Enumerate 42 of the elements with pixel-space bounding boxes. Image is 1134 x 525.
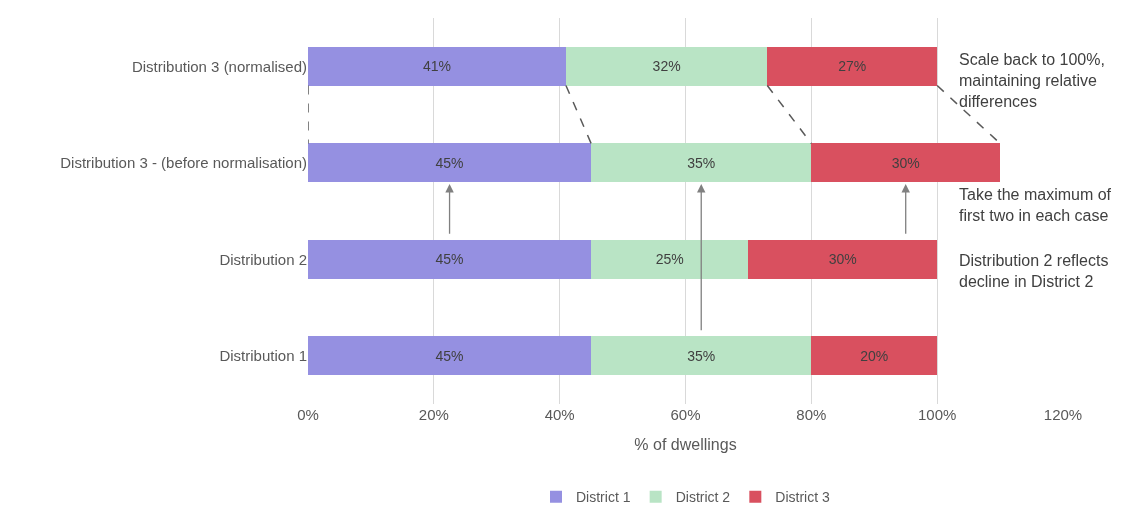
bar <box>811 336 938 376</box>
data-label: 45% <box>435 347 464 364</box>
data-label: 30% <box>891 154 920 171</box>
bar <box>748 239 938 279</box>
data-label: 35% <box>687 154 716 171</box>
bar <box>591 143 812 183</box>
y-tick-label: Distribution 2 <box>219 250 307 268</box>
bar <box>767 46 938 86</box>
x-tick-label: 20% <box>418 406 449 423</box>
x-tick-label: 0% <box>297 406 319 423</box>
y-tick-label: Distribution 1 <box>219 347 307 364</box>
data-label: 45% <box>435 251 464 268</box>
x-axis-title: % of dwellings <box>634 435 737 453</box>
annotation: Distribution 2 reflects decline in District 2 <box>959 252 1109 290</box>
bar <box>591 239 749 279</box>
bar <box>308 336 592 376</box>
data-label: 27% <box>838 58 867 75</box>
legend-label: District 3 <box>775 489 830 506</box>
data-label: 35% <box>687 347 716 364</box>
data-label: 32% <box>652 58 681 75</box>
x-tick-label: 100% <box>917 406 957 423</box>
annotation: Scale back to 100%, maintaining relative differences <box>959 51 1105 110</box>
bar <box>308 143 592 183</box>
bar <box>308 239 592 279</box>
y-tick-label: Distribution 3 (normalised) <box>131 57 307 75</box>
annotation: Take the maximum of first two in each case <box>959 186 1112 224</box>
legend-label: District 2 <box>675 489 731 506</box>
data-label: 20% <box>860 347 889 364</box>
x-tick-label: 60% <box>670 406 701 423</box>
x-tick-label: 80% <box>796 406 827 423</box>
data-label: 30% <box>828 251 857 268</box>
y-tick-label: Distribution 3 - (before normalisation) <box>60 154 307 171</box>
bar <box>811 143 1001 183</box>
x-tick-label: 120% <box>1043 406 1083 423</box>
data-label: 45% <box>435 154 464 171</box>
data-label: 41% <box>422 58 451 75</box>
legend-label: District 1 <box>576 489 631 506</box>
x-tick-label: 40% <box>544 406 575 423</box>
bar <box>565 46 768 86</box>
bar <box>308 46 566 86</box>
data-label: 25% <box>655 251 684 268</box>
bar <box>591 336 812 376</box>
